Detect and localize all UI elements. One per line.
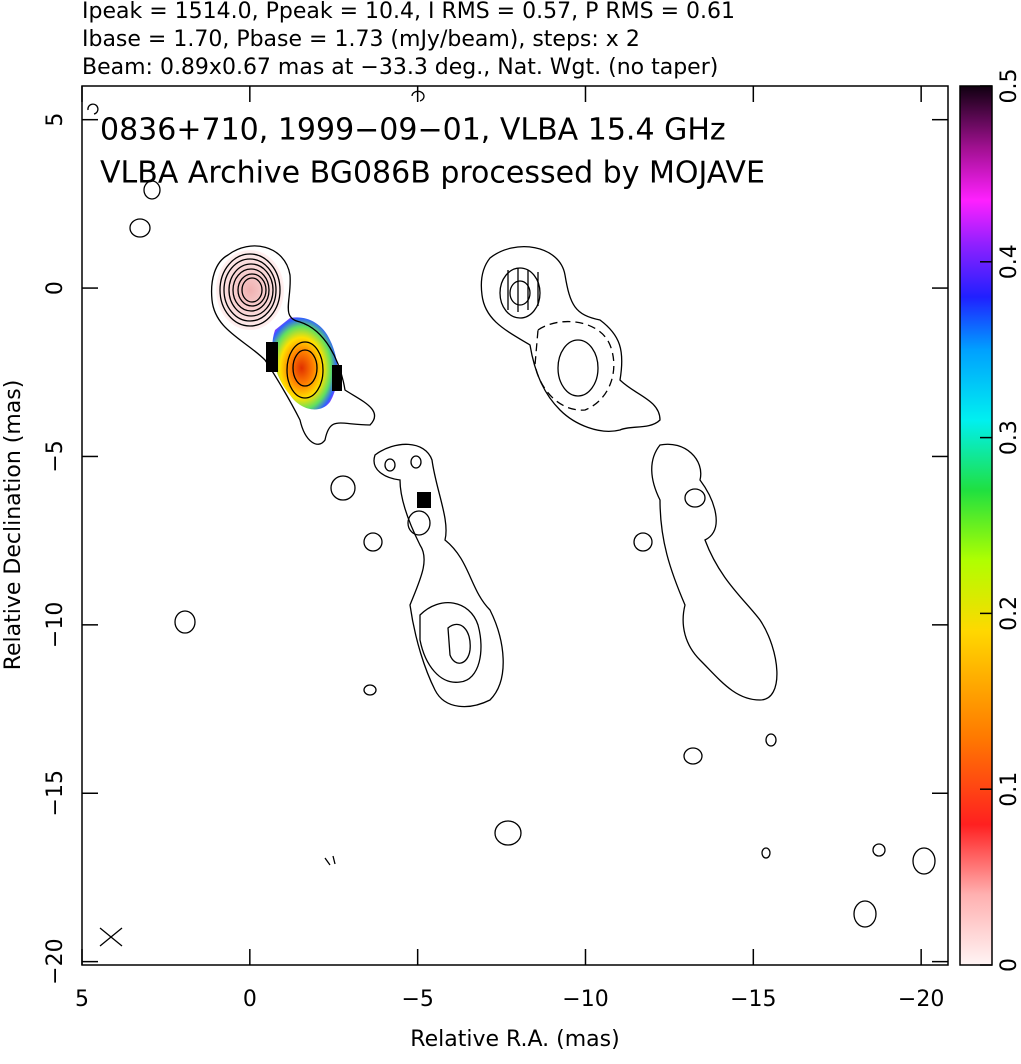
header-line: Ibase = 1.70, Pbase = 1.73 (mJy/beam), s…	[82, 27, 640, 52]
x-tick-label: −15	[730, 987, 776, 1012]
y-tick-label: −20	[43, 938, 68, 984]
colorbar-tick-label: 0.1	[997, 772, 1021, 807]
map-contours	[87, 90, 936, 947]
colorbar	[959, 85, 993, 966]
colorbar-tick-label: 0.2	[997, 596, 1021, 631]
colorbar-tick-label: 0	[997, 958, 1021, 972]
header-line: Beam: 0.89x0.67 mas at −33.3 deg., Nat. …	[82, 55, 718, 80]
annotation: VLBA Archive BG086B processed by MOJAVE	[100, 156, 765, 191]
colorbar-tick-label: 0.5	[997, 69, 1021, 104]
y-axis-label: Relative Declination (mas)	[1, 380, 26, 671]
y-tick-label: 5	[43, 113, 68, 127]
colorbar-tick-label: 0.3	[997, 420, 1021, 455]
plot-frame	[81, 85, 949, 966]
y-tick-label: −15	[43, 770, 68, 816]
colorbar-tick-label: 0.4	[997, 244, 1021, 279]
x-tick-label: −20	[898, 987, 944, 1012]
x-tick-label: −5	[401, 987, 433, 1012]
header-line: Ipeak = 1514.0, Ppeak = 10.4, I RMS = 0.…	[82, 0, 735, 24]
y-tick-label: 0	[43, 281, 68, 295]
x-tick-label: 5	[75, 987, 89, 1012]
y-tick-label: −10	[43, 602, 68, 648]
x-tick-label: 0	[243, 987, 257, 1012]
x-axis-label: Relative R.A. (mas)	[410, 1027, 619, 1052]
annotation: 0836+710, 1999−09−01, VLBA 15.4 GHz	[100, 113, 726, 148]
x-tick-label: −10	[562, 987, 608, 1012]
y-tick-label: −5	[43, 440, 68, 472]
